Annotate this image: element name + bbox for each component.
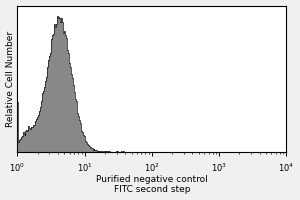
- X-axis label: Purified negative control
FITC second step: Purified negative control FITC second st…: [96, 175, 208, 194]
- Polygon shape: [17, 16, 286, 152]
- Y-axis label: Relative Cell Number: Relative Cell Number: [6, 31, 15, 127]
